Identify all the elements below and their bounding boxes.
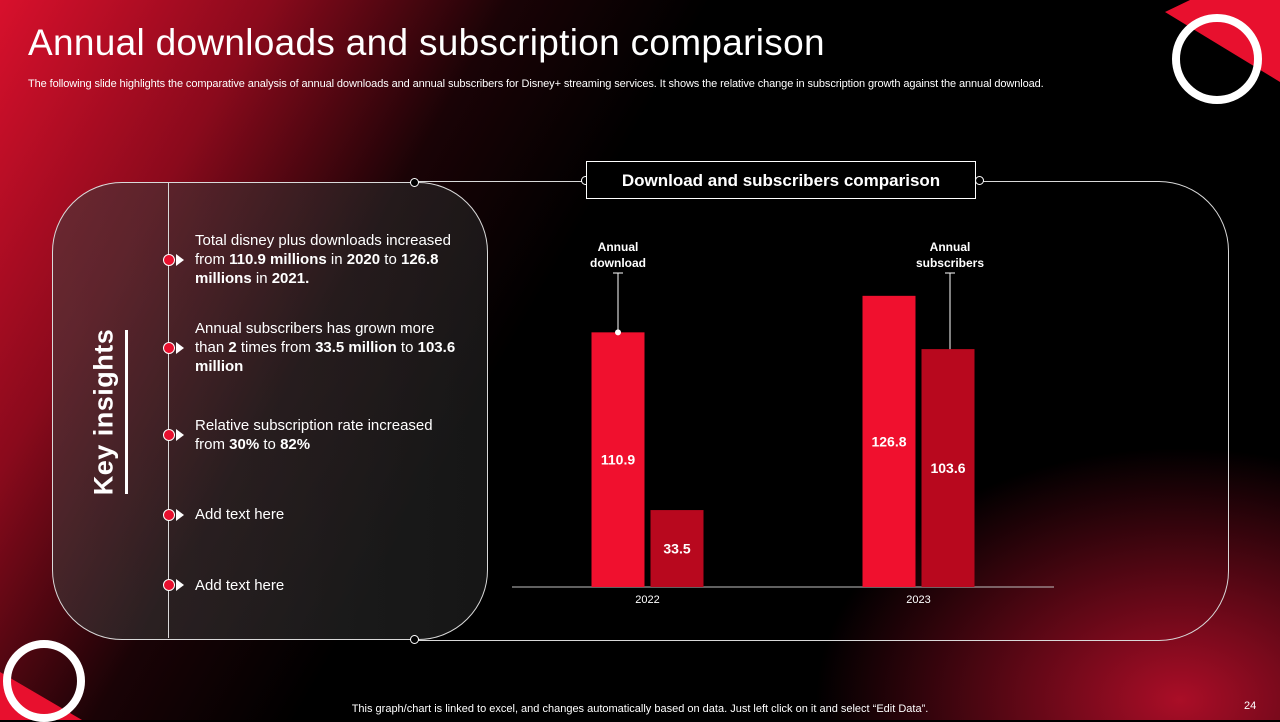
insight-text-4: Add text here	[195, 506, 285, 523]
insights-divider-line	[168, 183, 169, 638]
slide-title: Annual downloads and subscription compar…	[28, 22, 825, 63]
callout-label-2-line-1: Annual	[930, 240, 971, 254]
page-number: 24	[1244, 700, 1257, 712]
insight-text-2: Annual subscribers has grown more than 2…	[195, 320, 456, 375]
frame-node-bottom	[410, 635, 419, 644]
insight-text-5: Add text here	[195, 577, 285, 594]
x-tick-label-2023: 2023	[906, 594, 930, 606]
callout-label-1-line-1: Annual	[598, 240, 639, 254]
frame-node-top	[410, 178, 419, 187]
insight-marker-2	[163, 341, 184, 355]
key-insights-panel	[52, 182, 488, 640]
x-tick-label-2022: 2022	[635, 594, 659, 606]
bar-annual-download-2022	[591, 332, 645, 587]
bottom-left-ring-icon	[3, 640, 85, 722]
top-right-ring-icon	[1172, 14, 1262, 104]
callout-dot-1	[615, 329, 621, 336]
footer-note: This graph/chart is linked to excel, and…	[351, 703, 929, 715]
insight-marker-1	[163, 253, 184, 267]
data-label-annual-subscribers-2022: 33.5	[663, 541, 690, 557]
callout-label-2-line-2: subscribers	[916, 256, 984, 270]
callout-label-1-line-2: download	[590, 256, 646, 270]
key-insights-underline	[125, 330, 128, 494]
insight-text-1: Total disney plus downloads increased fr…	[195, 232, 451, 287]
chart-title: Download and subscribers comparison	[586, 161, 976, 199]
bar-annual-subscribers-2023	[921, 349, 975, 587]
insight-marker-5	[163, 578, 184, 592]
insight-marker-3	[163, 428, 184, 442]
data-label-annual-subscribers-2023: 103.6	[930, 460, 965, 476]
bar-annual-download-2023	[862, 295, 916, 587]
insight-text-3: Relative subscription rate increased fro…	[195, 417, 433, 453]
bar-annual-subscribers-2022	[650, 510, 704, 587]
insight-marker-4	[163, 508, 184, 522]
data-label-annual-download-2022: 110.9	[601, 452, 635, 468]
slide-subtitle: The following slide highlights the compa…	[28, 78, 1044, 90]
data-label-annual-download-2023: 126.8	[871, 433, 906, 449]
